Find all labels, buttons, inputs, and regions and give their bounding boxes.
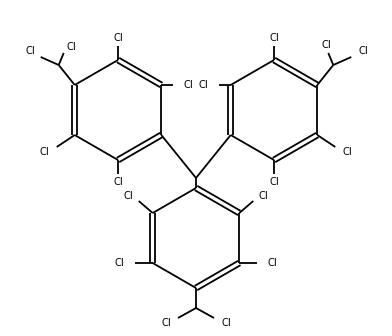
Text: Cl: Cl: [67, 42, 76, 52]
Text: Cl: Cl: [267, 258, 277, 268]
Text: Cl: Cl: [124, 191, 134, 201]
Text: Cl: Cl: [358, 46, 368, 56]
Text: Cl: Cl: [269, 177, 279, 187]
Text: Cl: Cl: [343, 147, 352, 157]
Text: Cl: Cl: [321, 40, 331, 50]
Text: Cl: Cl: [221, 318, 231, 328]
Text: Cl: Cl: [258, 191, 268, 201]
Text: Cl: Cl: [113, 33, 123, 43]
Text: Cl: Cl: [40, 147, 49, 157]
Text: Cl: Cl: [199, 80, 209, 90]
Text: Cl: Cl: [269, 33, 279, 43]
Text: Cl: Cl: [161, 318, 171, 328]
Text: Cl: Cl: [115, 258, 125, 268]
Text: Cl: Cl: [183, 80, 193, 90]
Text: Cl: Cl: [26, 46, 36, 56]
Text: Cl: Cl: [113, 177, 123, 187]
